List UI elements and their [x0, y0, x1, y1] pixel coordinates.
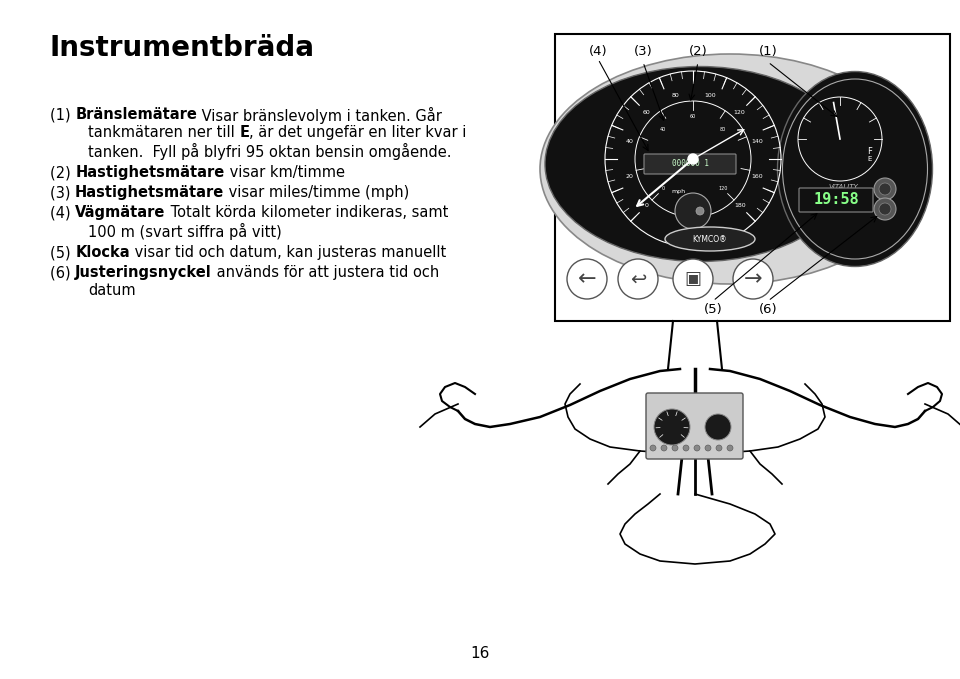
- Text: (1): (1): [50, 107, 75, 122]
- Text: (5): (5): [50, 245, 75, 260]
- Text: Bränslemätare: Bränslemätare: [75, 107, 197, 122]
- Circle shape: [716, 445, 722, 451]
- Text: ←: ←: [578, 269, 596, 289]
- Text: (6): (6): [758, 303, 778, 316]
- Circle shape: [727, 445, 733, 451]
- Text: 60: 60: [642, 110, 650, 115]
- Text: ▣: ▣: [684, 270, 702, 288]
- Circle shape: [661, 445, 667, 451]
- Text: , är det ungefär en liter kvar i: , är det ungefär en liter kvar i: [250, 125, 467, 140]
- Circle shape: [705, 414, 731, 440]
- Text: Klocka: Klocka: [75, 245, 130, 260]
- Text: visar km/timme: visar km/timme: [225, 165, 345, 180]
- Circle shape: [683, 445, 689, 451]
- Text: (1): (1): [758, 45, 778, 58]
- Circle shape: [696, 207, 704, 215]
- Circle shape: [694, 445, 700, 451]
- Text: mph: mph: [671, 189, 685, 194]
- Text: 80: 80: [672, 93, 680, 98]
- Text: 000000 1: 000000 1: [671, 160, 708, 168]
- Text: 16: 16: [470, 646, 490, 661]
- FancyBboxPatch shape: [644, 154, 736, 174]
- Text: 180: 180: [733, 203, 746, 208]
- Text: 40: 40: [625, 139, 634, 145]
- Text: 120: 120: [718, 186, 728, 191]
- Circle shape: [654, 409, 690, 445]
- Text: (4): (4): [588, 45, 608, 58]
- Circle shape: [673, 259, 713, 299]
- Text: datum: datum: [88, 283, 135, 298]
- Text: 0: 0: [661, 186, 665, 191]
- Text: (5): (5): [704, 303, 722, 316]
- Circle shape: [675, 193, 711, 229]
- FancyBboxPatch shape: [799, 188, 873, 212]
- Text: F: F: [868, 147, 873, 155]
- Text: (6): (6): [50, 265, 75, 280]
- Ellipse shape: [545, 67, 855, 261]
- Bar: [555, 34, 950, 321]
- Text: →: →: [744, 269, 762, 289]
- Text: 160: 160: [751, 174, 762, 179]
- Text: 80: 80: [720, 127, 726, 132]
- Text: Hastighetsmätare: Hastighetsmätare: [75, 185, 225, 200]
- Text: 40: 40: [660, 127, 666, 132]
- Circle shape: [874, 198, 896, 220]
- Text: (3): (3): [50, 185, 75, 200]
- Circle shape: [879, 183, 891, 195]
- Text: Totalt körda kilometer indikeras, samt: Totalt körda kilometer indikeras, samt: [166, 205, 448, 220]
- Text: 100 m (svart siffra på vitt): 100 m (svart siffra på vitt): [88, 223, 281, 240]
- Text: (4): (4): [50, 205, 75, 220]
- Text: tanken.  Fyll på blyfri 95 oktan bensin omgående.: tanken. Fyll på blyfri 95 oktan bensin o…: [88, 143, 451, 160]
- Text: 0: 0: [644, 203, 648, 208]
- Text: 140: 140: [751, 139, 762, 145]
- Circle shape: [874, 178, 896, 200]
- Circle shape: [650, 445, 656, 451]
- Circle shape: [618, 259, 658, 299]
- Text: E: E: [868, 156, 873, 162]
- Circle shape: [733, 259, 773, 299]
- Circle shape: [879, 203, 891, 215]
- Text: (3): (3): [634, 45, 653, 58]
- Ellipse shape: [665, 227, 755, 251]
- Text: (2): (2): [50, 165, 76, 180]
- Text: 20: 20: [648, 156, 654, 162]
- Text: Vägmätare: Vägmätare: [75, 205, 166, 220]
- Text: tankmätaren ner till: tankmätaren ner till: [88, 125, 239, 140]
- Text: E: E: [239, 125, 250, 140]
- Text: 20: 20: [625, 174, 634, 179]
- Circle shape: [705, 445, 711, 451]
- Text: 100: 100: [705, 93, 716, 98]
- Ellipse shape: [778, 71, 932, 266]
- FancyBboxPatch shape: [646, 393, 743, 459]
- Text: ↩: ↩: [630, 270, 646, 289]
- Text: Justeringsnyckel: Justeringsnyckel: [75, 265, 212, 280]
- Text: VITALITY: VITALITY: [828, 184, 858, 190]
- Text: 120: 120: [733, 110, 746, 115]
- Text: 19:58: 19:58: [813, 193, 859, 208]
- Text: Visar bränslevolym i tanken. Går: Visar bränslevolym i tanken. Går: [197, 107, 442, 124]
- Text: används för att justera tid och: används för att justera tid och: [212, 265, 440, 280]
- Text: (2): (2): [688, 45, 708, 58]
- Text: 60: 60: [690, 115, 696, 120]
- Text: Instrumentbräda: Instrumentbräda: [50, 34, 315, 62]
- Text: KYMCO®: KYMCO®: [693, 234, 728, 244]
- Text: visar tid och datum, kan justeras manuellt: visar tid och datum, kan justeras manuel…: [130, 245, 446, 260]
- Circle shape: [567, 259, 607, 299]
- Circle shape: [688, 154, 698, 164]
- Ellipse shape: [540, 54, 920, 284]
- Text: visar miles/timme (mph): visar miles/timme (mph): [225, 185, 410, 200]
- Text: Hastighetsmätare: Hastighetsmätare: [76, 165, 225, 180]
- Circle shape: [672, 445, 678, 451]
